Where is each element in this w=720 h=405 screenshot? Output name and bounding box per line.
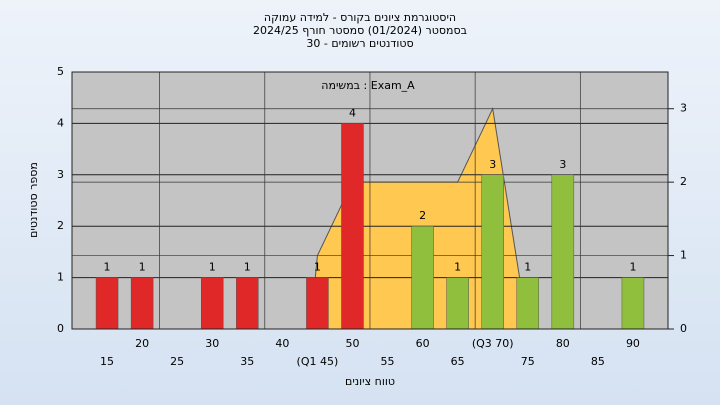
data-label: 1 <box>104 261 111 274</box>
title-line: 30 - סטודנטים רשומים <box>306 37 413 50</box>
x-tick-label: 65 <box>451 355 465 368</box>
data-label: 1 <box>314 261 321 274</box>
bar <box>446 277 469 330</box>
y2-tick-label: 1 <box>680 249 687 262</box>
data-label: 1 <box>209 261 216 274</box>
x-tick-label: 35 <box>240 355 254 368</box>
annotation: במשימה : Exam_A <box>321 79 415 92</box>
plot-frame <box>71 71 669 330</box>
data-label: 4 <box>349 106 356 119</box>
y2-tick-label: 2 <box>680 175 687 188</box>
bar <box>236 277 259 330</box>
y-tick-label: 1 <box>57 271 64 284</box>
x-tick-label: 85 <box>591 355 605 368</box>
bar <box>306 277 329 330</box>
x-tick-label: 15 <box>100 355 114 368</box>
x-tick-label: 40 <box>275 337 289 350</box>
bar <box>481 174 504 330</box>
data-label: 1 <box>629 261 636 274</box>
bar <box>551 174 575 330</box>
x-tick-label: 90 <box>626 337 640 350</box>
x-tick-label: 75 <box>521 355 535 368</box>
x-tick-label: 50 <box>345 337 359 350</box>
bar <box>200 277 224 330</box>
data-label: 1 <box>139 261 146 274</box>
y-tick-label: 5 <box>57 65 64 78</box>
data-label: 1 <box>244 261 251 274</box>
bar <box>341 123 364 330</box>
x-tick-label: (Q3 70) <box>472 337 514 350</box>
title-line: בסמסטר (01/2024) סמסטר חורף 2024/25 <box>253 24 467 37</box>
data-label: 3 <box>559 158 566 171</box>
title-line: היסטוגרמת ציונים בקורס - למידה עמוקה <box>264 11 456 24</box>
x-tick-label: (Q1 45) <box>297 355 339 368</box>
x-tick-label: 55 <box>381 355 395 368</box>
y-axis-label: מספר סטודנטים <box>27 162 40 238</box>
x-tick-label: 20 <box>135 337 149 350</box>
x-tick-label: 25 <box>170 355 184 368</box>
bar <box>95 277 119 330</box>
data-label: 1 <box>524 261 531 274</box>
x-tick-label: 60 <box>416 337 430 350</box>
y-tick-label: 3 <box>57 168 64 181</box>
bar <box>411 225 434 330</box>
x-tick-label: 30 <box>205 337 219 350</box>
x-tick-label: 80 <box>556 337 570 350</box>
bar <box>130 277 154 330</box>
y-tick-label: 2 <box>57 219 64 232</box>
y2-tick-label: 0 <box>680 322 687 335</box>
y2-tick-label: 3 <box>680 102 687 115</box>
data-label: 1 <box>454 261 461 274</box>
data-label: 3 <box>489 158 496 171</box>
bar <box>621 277 645 330</box>
data-label: 2 <box>419 209 426 222</box>
x-axis-label: טווח ציונים <box>345 375 395 388</box>
bar <box>516 277 540 330</box>
y-tick-label: 0 <box>57 322 64 335</box>
y-tick-label: 4 <box>57 116 64 129</box>
